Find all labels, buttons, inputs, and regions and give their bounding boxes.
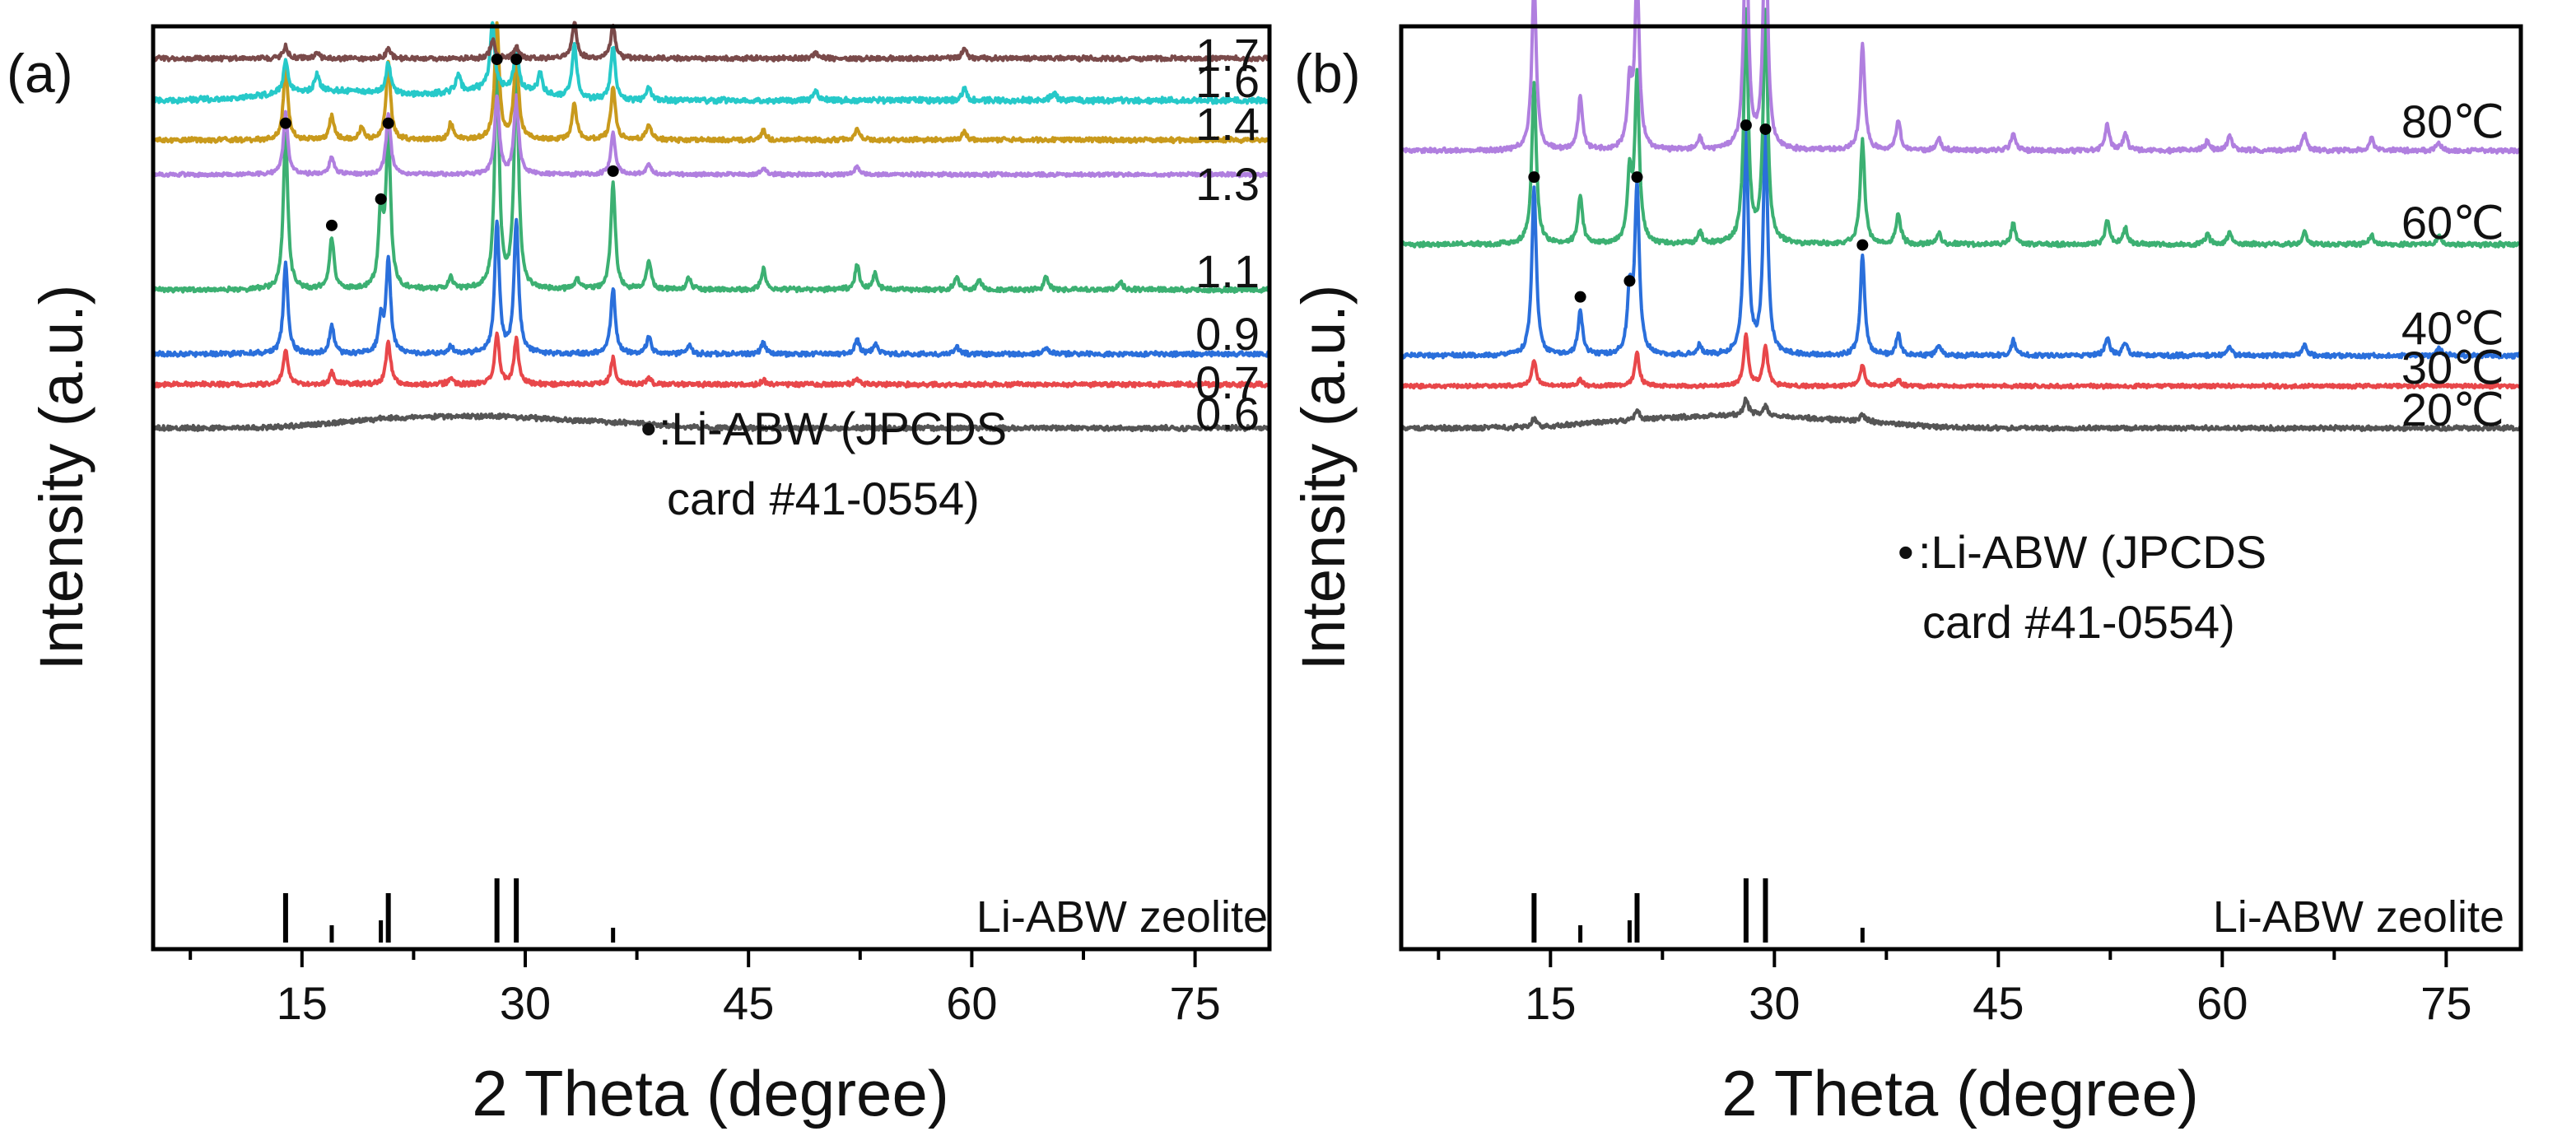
series-label-a-11: 1.1: [1195, 245, 1260, 297]
panel-a-plot-frame: [151, 24, 1272, 952]
panel-a-annotation-line2: card #41-0554): [667, 473, 980, 524]
peak-marker-b-13_9: [1528, 171, 1540, 184]
series-label-b-60: 60℃: [2401, 197, 2504, 249]
panel-a-traces: [151, 21, 1271, 433]
peak-marker-b-20_3: [1623, 275, 1636, 287]
panel-b-x-axis-label: 2 Theta (degree): [1721, 1057, 2199, 1129]
panel-b-x-ticks: 15 30 45 60 75: [1437, 949, 2471, 1029]
series-label-b-40: 40℃: [2401, 302, 2504, 354]
panel-b-reference-label: Li-ABW zeolite: [2213, 892, 2504, 942]
panel-a-x-ticks: 15 30 45 60 75: [189, 949, 1221, 1029]
x-tick-label-a-60: 60: [946, 977, 997, 1029]
x-tick-label-a-30: 30: [500, 977, 551, 1029]
trace-b-80: [1400, 0, 2522, 155]
peak-marker-a-20_3: [375, 193, 387, 205]
panel-a-peak-markers: [279, 54, 619, 231]
panel-a-reference-label: Li-ABW zeolite: [976, 892, 1268, 942]
series-label-a-09: 0.9: [1195, 308, 1260, 360]
x-tick-label-a-75: 75: [1169, 977, 1220, 1029]
panel-b: (b) Intensity (a.u.) 2 Theta (degree) 20…: [1289, 0, 2523, 1129]
trace-b-60: [1400, 7, 2522, 249]
trace-a-16: [151, 21, 1271, 105]
trace-a-07: [151, 331, 1271, 389]
panel-b-annotation: • :Li-ABW (JPCDS card #41-0554): [1898, 526, 2266, 648]
panel-a-x-axis-label: 2 Theta (degree): [472, 1057, 949, 1129]
series-label-b-80: 80℃: [2401, 95, 2504, 147]
peak-marker-a-35_9: [607, 165, 619, 177]
panel-a-label: (a): [7, 43, 73, 104]
x-tick-label-b-30: 30: [1749, 977, 1800, 1029]
trace-b-40: [1400, 128, 2522, 360]
panel-b-annotation-marker: •: [1898, 526, 1914, 578]
panel-b-plot-frame: [1399, 24, 2523, 952]
peak-marker-b-28_1: [1740, 119, 1752, 132]
trace-a-17: [151, 21, 1271, 63]
series-label-a-17: 1.7: [1195, 29, 1260, 81]
trace-a-09: [151, 217, 1271, 358]
series-label-a-07: 0.7: [1195, 356, 1260, 408]
panel-a-annotation-line1: :Li-ABW (JPCDS: [659, 403, 1007, 454]
panel-a: (a) Intensity (a.u.) 2 Theta (degree) 0.…: [7, 21, 1272, 1129]
panel-b-peak-markers: [1528, 119, 1869, 303]
panel-a-annotation-marker: •: [641, 403, 657, 454]
x-tick-label-b-75: 75: [2420, 977, 2471, 1029]
panel-b-label: (b): [1294, 43, 1361, 104]
trace-a-13: [151, 93, 1271, 179]
panel-b-annotation-line1: :Li-ABW (JPCDS: [1918, 526, 2266, 578]
panel-b-series-labels: 20℃30℃40℃ 60℃ 80℃: [2401, 95, 2504, 435]
x-tick-label-a-45: 45: [723, 977, 774, 1029]
peak-marker-b-17: [1574, 291, 1586, 303]
peak-marker-b-29_4: [1759, 123, 1772, 135]
series-label-a-14: 1.4: [1195, 98, 1260, 150]
panel-b-annotation-line2: card #41-0554): [1922, 596, 2235, 648]
panel-b-y-axis-label: Intensity (a.u.): [1289, 285, 1358, 671]
x-tick-label-b-15: 15: [1525, 977, 1576, 1029]
series-label-a-13: 1.3: [1195, 158, 1260, 210]
trace-a-11: [151, 60, 1271, 294]
peak-marker-a-20_8: [382, 117, 394, 129]
panel-b-traces: [1400, 0, 2522, 432]
series-label-a-16: 1.6: [1195, 55, 1260, 107]
peak-marker-a-13_9: [279, 117, 291, 129]
panel-a-reference-sticks: [282, 878, 616, 943]
peak-marker-a-29_4: [510, 54, 523, 66]
peak-marker-b-20_8: [1631, 171, 1643, 184]
x-tick-label-b-45: 45: [1973, 977, 2024, 1029]
trace-a-14: [151, 21, 1271, 145]
trace-b-30: [1400, 332, 2522, 390]
peak-marker-a-17: [325, 219, 338, 231]
x-tick-label-b-60: 60: [2196, 977, 2248, 1029]
series-label-a-06: 0.6: [1195, 388, 1260, 440]
panel-a-y-axis-label: Intensity (a.u.): [27, 285, 95, 671]
series-label-b-20: 20℃: [2401, 384, 2504, 435]
series-label-b-30: 30℃: [2401, 342, 2504, 393]
trace-a-06: [151, 412, 1271, 433]
panel-a-annotation: • :Li-ABW (JPCDS card #41-0554): [641, 403, 1007, 524]
peak-marker-b-35_9: [1856, 239, 1869, 251]
panel-a-series-labels: 0.60.70.9 1.1 1.3 1.41.61.7: [1195, 29, 1260, 440]
peak-marker-a-28_1: [491, 54, 503, 66]
trace-b-20: [1400, 396, 2522, 432]
x-tick-label-a-15: 15: [277, 977, 328, 1029]
panel-b-reference-sticks: [1531, 878, 1865, 943]
